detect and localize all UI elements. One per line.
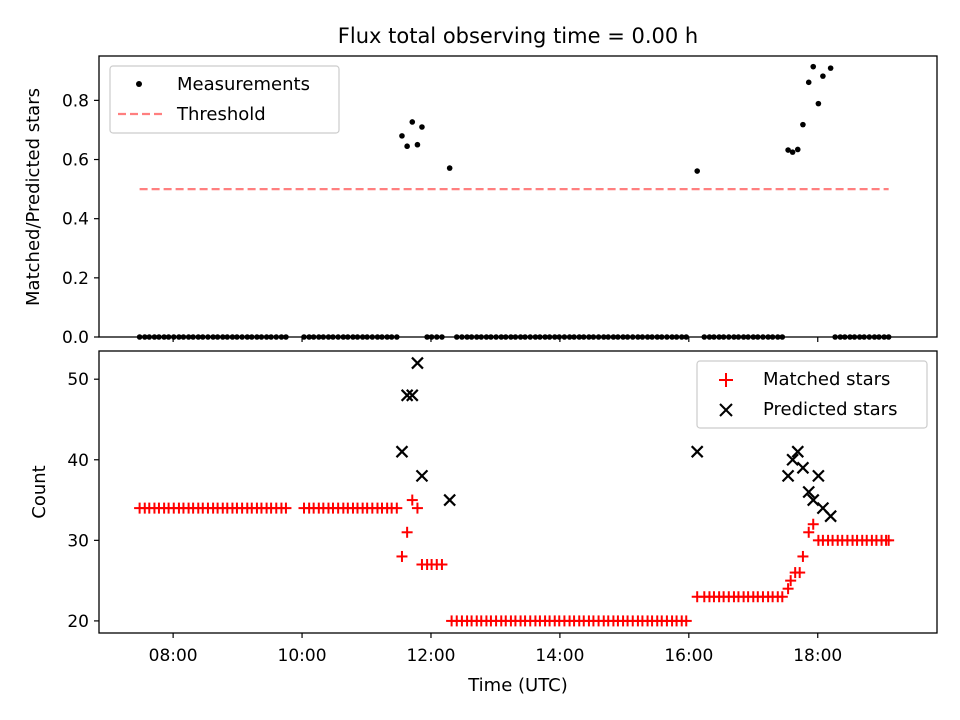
measurement-point xyxy=(815,100,822,107)
bottom-plot-marks xyxy=(134,356,895,627)
x-tick-label: 12:00 xyxy=(406,646,455,666)
predicted-star-point xyxy=(802,485,815,499)
legend-matched-marker xyxy=(719,373,733,387)
x-tick-label: 08:00 xyxy=(149,646,198,666)
matched-star-point xyxy=(794,567,806,579)
legend-matched-label: Matched stars xyxy=(763,369,890,390)
measurement-point xyxy=(404,143,410,150)
top-plot-marks xyxy=(136,63,892,340)
matched-star-point xyxy=(280,502,292,514)
predicted-star-point xyxy=(796,461,810,475)
predicted-star-point xyxy=(791,445,805,458)
measurement-point xyxy=(810,63,817,70)
top-subplot: Flux total observing time = 0.00 h Match… xyxy=(23,24,938,348)
predicted-star-point xyxy=(786,453,799,467)
measurement-point xyxy=(419,124,425,130)
matched-star-point xyxy=(411,502,423,514)
measurement-point xyxy=(827,65,834,71)
top-y-tick-label: 0.4 xyxy=(62,210,89,230)
predicted-star-point xyxy=(824,509,837,523)
top-y-tick-label: 0.8 xyxy=(62,91,89,111)
top-y-tick-label: 0.2 xyxy=(62,269,89,289)
top-y-axis-label: Matched/Predicted stars xyxy=(23,88,44,306)
bottom-y-tick-label: 30 xyxy=(67,531,89,551)
measurement-point xyxy=(805,79,812,86)
matched-star-point xyxy=(807,518,819,530)
x-tick-label: 16:00 xyxy=(664,646,713,666)
bottom-subplot: Count Time (UTC) 20 30 40 50 08:00 10:00 12:00… xyxy=(29,350,938,696)
bottom-plot-frame xyxy=(98,350,938,634)
matched-star-point xyxy=(391,502,403,514)
predicted-star-point xyxy=(400,389,414,402)
matched-star-point xyxy=(782,583,794,595)
bottom-legend-box xyxy=(696,360,928,429)
bottom-y-tick-label: 20 xyxy=(67,612,89,632)
matched-star-point xyxy=(883,534,895,546)
bottom-legend: Matched stars Predicted stars xyxy=(696,360,928,429)
legend-predicted-marker xyxy=(719,403,733,417)
measurement-point xyxy=(414,141,421,148)
matched-star-point xyxy=(436,559,448,571)
matched-star-point xyxy=(776,591,788,603)
top-axis-ticks: 0.0 0.2 0.4 0.6 0.8 xyxy=(62,91,819,348)
x-axis-label: Time (UTC) xyxy=(467,675,568,696)
top-legend: Measurements Threshold xyxy=(109,65,340,134)
x-tick-label: 14:00 xyxy=(535,646,584,666)
measurement-point xyxy=(446,165,453,171)
predicted-star-point xyxy=(812,469,825,483)
measurement-point xyxy=(694,168,701,174)
x-tick-label: 18:00 xyxy=(793,646,842,666)
chart-title: Flux total observing time = 0.00 h xyxy=(338,24,698,48)
legend-threshold-label: Threshold xyxy=(176,104,266,125)
predicted-star-point xyxy=(690,445,704,458)
legend-measurements-marker xyxy=(136,81,142,87)
matched-star-point xyxy=(406,494,418,506)
matched-star-point xyxy=(803,526,815,538)
matched-star-point xyxy=(785,575,797,587)
top-legend-box xyxy=(109,65,340,134)
measurement-point xyxy=(785,147,791,153)
measurement-point xyxy=(399,133,405,139)
predicted-star-point xyxy=(395,445,409,458)
measurement-point xyxy=(789,149,796,155)
measurement-point xyxy=(409,119,416,125)
top-y-tick-label: 0.6 xyxy=(62,151,89,171)
bottom-y-tick-label: 40 xyxy=(67,451,89,471)
predicted-star-point xyxy=(443,493,456,507)
matched-star-point xyxy=(797,550,809,562)
top-y-tick-label: 0.0 xyxy=(62,328,89,348)
bottom-axis-ticks: 20 30 40 50 08:00 10:00 12:00 14:00 16:00 18:00 xyxy=(67,370,842,666)
matched-star-point xyxy=(396,550,408,562)
top-plot-frame xyxy=(98,55,938,338)
predicted-star-point xyxy=(415,469,429,483)
predicted-star-point xyxy=(406,389,419,402)
predicted-star-point xyxy=(806,493,820,507)
legend-predicted-label: Predicted stars xyxy=(763,399,897,420)
predicted-star-point xyxy=(411,356,424,370)
bottom-y-axis-label: Count xyxy=(29,465,50,518)
measurement-point xyxy=(820,73,826,79)
matched-star-point xyxy=(680,615,692,627)
measurement-point xyxy=(800,121,806,128)
predicted-star-point xyxy=(781,469,795,483)
x-tick-label: 10:00 xyxy=(278,646,327,666)
legend-measurements-label: Measurements xyxy=(177,74,310,95)
measurement-point xyxy=(794,146,801,153)
matched-star-point xyxy=(401,526,413,538)
bottom-y-tick-label: 50 xyxy=(67,370,89,390)
